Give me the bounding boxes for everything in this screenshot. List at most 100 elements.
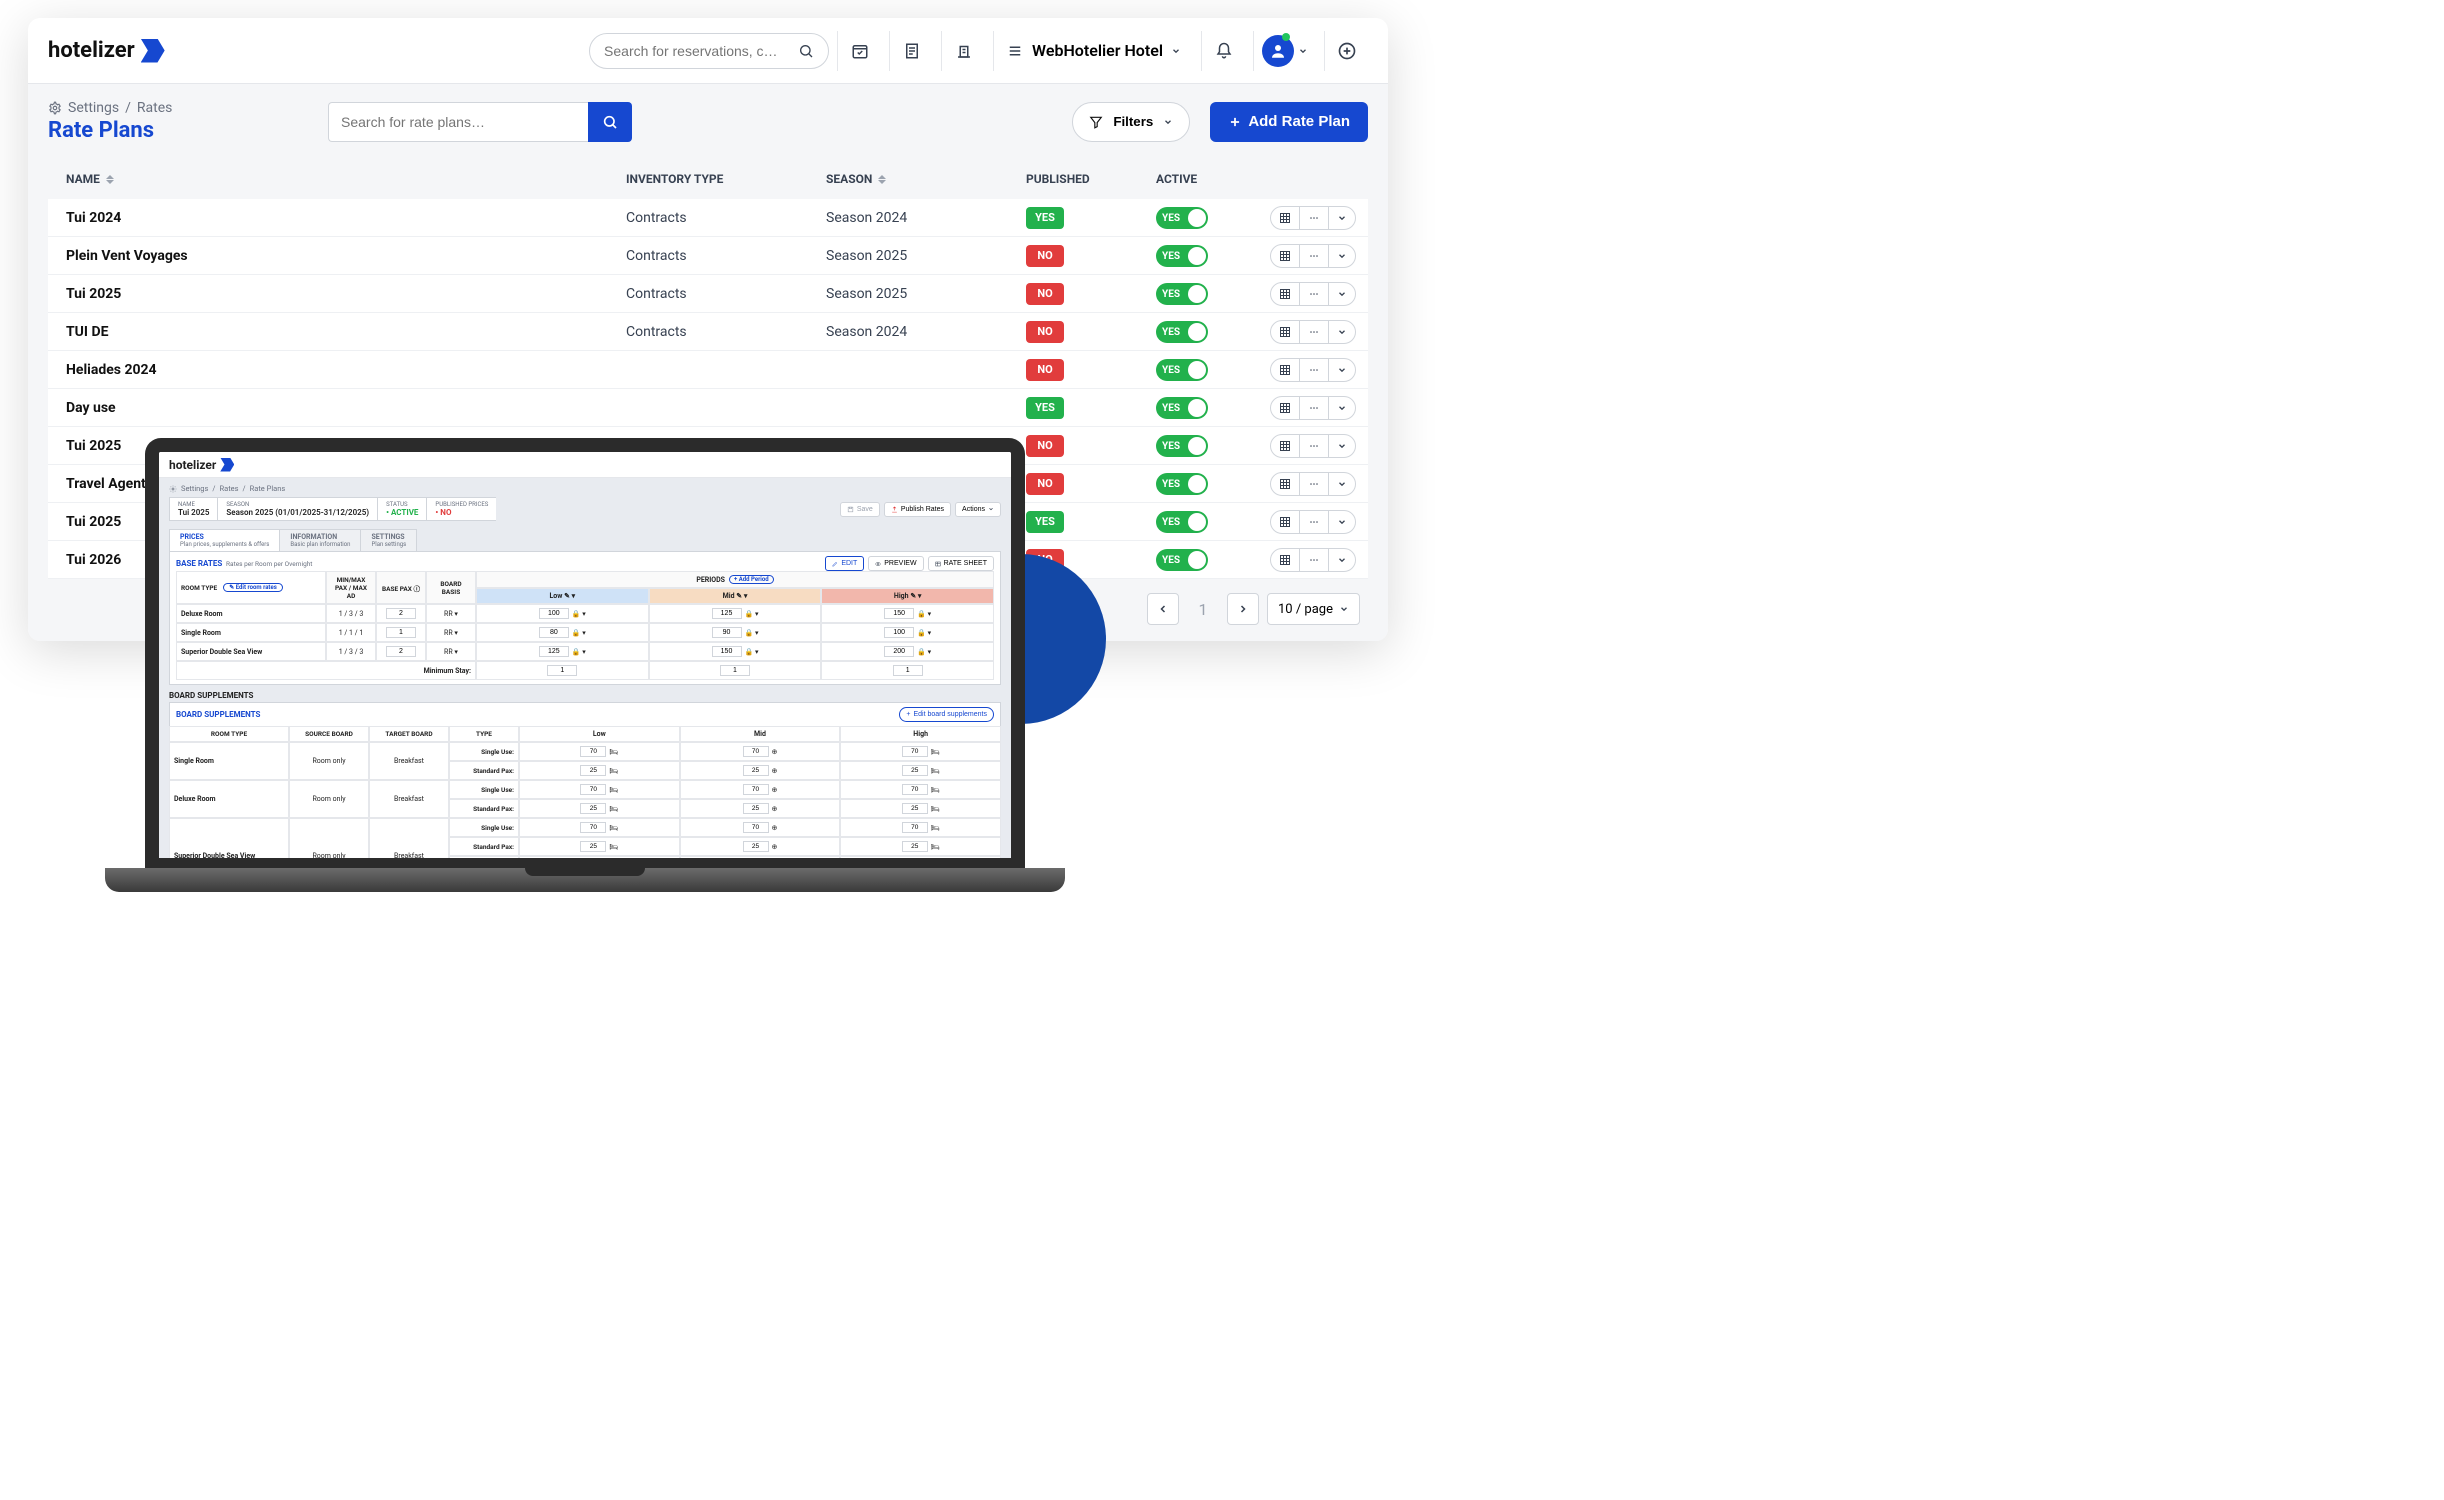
basepax-input[interactable]	[386, 627, 416, 638]
filters-button[interactable]: Filters	[1072, 102, 1190, 142]
sup-mid-input[interactable]	[743, 784, 769, 795]
minstay-mid-input[interactable]	[720, 665, 750, 676]
grid-view-button[interactable]	[1271, 397, 1300, 419]
more-button[interactable]	[1300, 207, 1329, 229]
rate-high-input[interactable]	[884, 646, 914, 657]
publish-rates-button[interactable]: Publish Rates	[884, 502, 951, 517]
expand-button[interactable]	[1329, 207, 1355, 229]
grid-view-button[interactable]	[1271, 245, 1300, 267]
more-button[interactable]	[1300, 435, 1329, 457]
active-toggle[interactable]: YES	[1156, 245, 1208, 267]
more-button[interactable]	[1300, 549, 1329, 571]
sup-high-input[interactable]	[902, 746, 928, 757]
sup-high-input[interactable]	[902, 803, 928, 814]
sup-high-input[interactable]	[902, 784, 928, 795]
global-search-input[interactable]	[604, 43, 798, 59]
rate-search-button[interactable]	[588, 102, 632, 142]
grid-view-button[interactable]	[1271, 321, 1300, 343]
global-search[interactable]	[589, 33, 829, 69]
expand-button[interactable]	[1329, 435, 1355, 457]
laptop-brand-logo[interactable]: hotelizer	[169, 458, 234, 472]
basepax-input[interactable]	[386, 608, 416, 619]
sup-high-input[interactable]	[902, 841, 928, 852]
more-button[interactable]	[1300, 511, 1329, 533]
active-toggle[interactable]: YES	[1156, 435, 1208, 457]
grid-view-button[interactable]	[1271, 207, 1300, 229]
sup-high-input[interactable]	[902, 765, 928, 776]
rate-low-input[interactable]	[539, 608, 569, 619]
sup-mid-input[interactable]	[743, 803, 769, 814]
rate-high-input[interactable]	[884, 608, 914, 619]
rate-mid-input[interactable]	[712, 627, 742, 638]
active-toggle[interactable]: YES	[1156, 473, 1208, 495]
notifications-button[interactable]	[1201, 31, 1245, 71]
active-toggle[interactable]: YES	[1156, 397, 1208, 419]
tab-information[interactable]: INFORMATIONBasic plan information	[279, 529, 361, 551]
sup-mid-input[interactable]	[743, 746, 769, 757]
expand-button[interactable]	[1329, 359, 1355, 381]
more-button[interactable]	[1300, 321, 1329, 343]
sup-low-input[interactable]	[580, 784, 606, 795]
table-row[interactable]: Plein Vent VoyagesContractsSeason 2025NO…	[48, 237, 1368, 275]
breadcrumb-leaf[interactable]: Rates	[137, 100, 172, 116]
add-button[interactable]	[1324, 31, 1368, 71]
table-row[interactable]: Tui 2025ContractsSeason 2025NOYES	[48, 275, 1368, 313]
expand-button[interactable]	[1329, 245, 1355, 267]
minstay-low-input[interactable]	[547, 665, 577, 676]
sup-low-input[interactable]	[580, 746, 606, 757]
more-button[interactable]	[1300, 359, 1329, 381]
rate-low-input[interactable]	[539, 627, 569, 638]
expand-button[interactable]	[1329, 283, 1355, 305]
sup-low-input[interactable]	[580, 803, 606, 814]
more-button[interactable]	[1300, 245, 1329, 267]
sup-mid-input[interactable]	[743, 765, 769, 776]
table-row[interactable]: Tui 2024ContractsSeason 2024YESYES	[48, 199, 1368, 237]
receipt-button[interactable]	[889, 31, 933, 71]
add-rate-plan-button[interactable]: Add Rate Plan	[1210, 102, 1368, 142]
expand-button[interactable]	[1329, 549, 1355, 571]
rate-mid-input[interactable]	[712, 608, 742, 619]
edit-button[interactable]: EDIT	[825, 556, 864, 571]
tab-settings[interactable]: SETTINGSPlan settings	[360, 529, 417, 551]
basepax-input[interactable]	[386, 646, 416, 657]
active-toggle[interactable]: YES	[1156, 321, 1208, 343]
expand-button[interactable]	[1329, 321, 1355, 343]
next-page-button[interactable]	[1227, 593, 1259, 625]
active-toggle[interactable]: YES	[1156, 511, 1208, 533]
sup-high-input[interactable]	[902, 822, 928, 833]
sup-mid-input[interactable]	[743, 860, 769, 868]
col-season[interactable]: SEASON	[826, 172, 1026, 186]
grid-view-button[interactable]	[1271, 359, 1300, 381]
rate-high-input[interactable]	[884, 627, 914, 638]
table-row[interactable]: TUI DEContractsSeason 2024NOYES	[48, 313, 1368, 351]
calendar-button[interactable]	[837, 31, 881, 71]
grid-view-button[interactable]	[1271, 549, 1300, 571]
grid-view-button[interactable]	[1271, 283, 1300, 305]
rate-sheet-button[interactable]: RATE SHEET	[928, 556, 994, 571]
breadcrumb-root[interactable]: Settings	[68, 100, 119, 116]
more-button[interactable]	[1300, 397, 1329, 419]
rate-low-input[interactable]	[539, 646, 569, 657]
active-toggle[interactable]: YES	[1156, 283, 1208, 305]
expand-button[interactable]	[1329, 397, 1355, 419]
more-button[interactable]	[1300, 473, 1329, 495]
prev-page-button[interactable]	[1147, 593, 1179, 625]
active-toggle[interactable]: YES	[1156, 549, 1208, 571]
sup-low-input[interactable]	[580, 765, 606, 776]
hotel-selector[interactable]: WebHotelier Hotel	[993, 31, 1193, 71]
sup-high-input[interactable]	[902, 860, 928, 868]
active-toggle[interactable]: YES	[1156, 207, 1208, 229]
add-period-button[interactable]: + Add Period	[729, 575, 774, 584]
save-button[interactable]: Save	[840, 502, 880, 517]
grid-view-button[interactable]	[1271, 435, 1300, 457]
grid-view-button[interactable]	[1271, 473, 1300, 495]
minstay-high-input[interactable]	[893, 665, 923, 676]
col-name[interactable]: NAME	[66, 172, 626, 186]
preview-button[interactable]: PREVIEW	[868, 556, 923, 571]
brand-logo[interactable]: hotelizer	[48, 38, 165, 63]
active-toggle[interactable]: YES	[1156, 359, 1208, 381]
grid-view-button[interactable]	[1271, 511, 1300, 533]
edit-room-rates-button[interactable]: ✎ Edit room rates	[223, 583, 283, 592]
edit-board-supplements-button[interactable]: + Edit board supplements	[899, 707, 994, 722]
sup-mid-input[interactable]	[743, 822, 769, 833]
